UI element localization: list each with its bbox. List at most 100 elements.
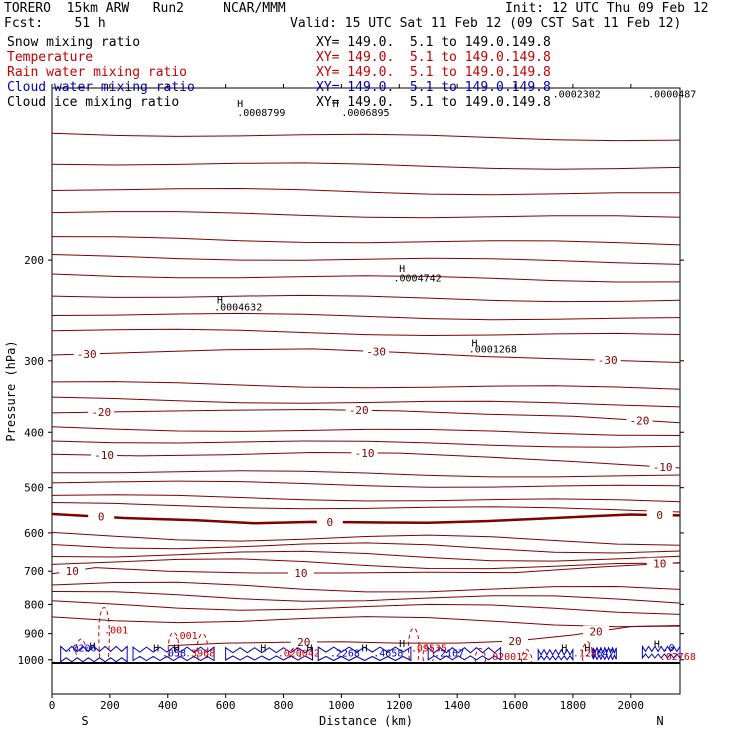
- contour-label-bg: [646, 508, 673, 521]
- isotherm-line: [51, 236, 681, 246]
- rain-contour: [167, 631, 180, 658]
- contour-label: -30: [77, 348, 97, 361]
- isotherm-line: [51, 312, 681, 321]
- rain-label: .124: [573, 648, 597, 659]
- maximum-label: .0004632: [214, 303, 262, 314]
- contour-label: -20: [349, 404, 369, 417]
- contour-label-bg: [351, 446, 378, 459]
- cloud-label: .0206: [66, 644, 96, 655]
- legend-range-temperature: XY= 149.0. 5.1 to 149.0.149.8: [316, 50, 551, 65]
- rain-label: .001: [104, 626, 128, 637]
- rain-contour: [474, 647, 487, 663]
- high-marker: H: [307, 643, 313, 654]
- x-tick-label: 200: [100, 699, 120, 712]
- contour-label: -20: [91, 406, 111, 419]
- model-title: TORERO 15km ARW Run2 NCAR/MMM: [4, 1, 286, 16]
- rain-label: .09535: [411, 644, 447, 655]
- contour-label: -20: [630, 414, 650, 427]
- y-tick-label: 400: [24, 426, 44, 439]
- contour-label: -30: [366, 345, 386, 358]
- contour-label: 0: [656, 509, 663, 522]
- rain-label: .02768: [660, 652, 696, 663]
- high-marker: H: [584, 643, 590, 654]
- rain-contour: [581, 641, 594, 662]
- isotherm-line: [51, 132, 681, 142]
- contour-label: 0: [98, 511, 105, 524]
- y-axis-title: Pressure (hPa): [4, 340, 18, 441]
- contour-label-bg: [290, 636, 317, 649]
- y-tick-label: 200: [24, 254, 44, 267]
- contour-label: -10: [355, 447, 375, 460]
- maximum-label: .0001268: [469, 344, 517, 355]
- isotherm-line: [51, 381, 681, 390]
- contour-label-bg: [502, 634, 529, 647]
- high-marker: H: [561, 643, 567, 654]
- isotherm-line: [51, 581, 681, 593]
- y-tick-label: 700: [24, 565, 44, 578]
- legend-range-cloud-ice: XY= 149.0. 5.1 to 149.0.149.8: [316, 95, 551, 110]
- cloud-label: .2268: [330, 648, 360, 659]
- maximum-label: .0002302: [553, 90, 601, 101]
- cloud-contour: [641, 644, 681, 660]
- rain-contour: [289, 646, 301, 658]
- high-marker: H: [260, 643, 266, 654]
- isotherm-0: [51, 512, 681, 525]
- contour-label-bg: [649, 460, 676, 473]
- x-tick-label: 1400: [444, 699, 471, 712]
- cloud-label: .5647: [584, 648, 614, 659]
- contour-label-bg: [88, 510, 115, 523]
- legend-name-rain: Rain water mixing ratio: [7, 65, 188, 80]
- x-tick-label: 600: [216, 699, 236, 712]
- y-tick-label: 600: [24, 527, 44, 540]
- contour-label-bg: [88, 406, 115, 419]
- contour-label-bg: [646, 557, 673, 570]
- rain-label: .3968: [185, 648, 215, 659]
- contour-label: 20: [508, 635, 521, 648]
- x-tick-label: 800: [274, 699, 294, 712]
- maximum-label: .0000487: [648, 90, 696, 101]
- isotherm-line: [51, 187, 681, 196]
- isotherm-line: [51, 480, 681, 488]
- high-marker: H: [654, 640, 660, 651]
- contour-label: -30: [598, 354, 618, 367]
- maximum-label: .0008799: [237, 108, 285, 119]
- x-tick-label: 1600: [502, 699, 529, 712]
- contour-label: 20: [297, 636, 310, 649]
- high-marker: H: [173, 643, 179, 654]
- endpoint-right: N: [656, 714, 663, 728]
- isotherm-line: [51, 470, 681, 478]
- high-marker: H: [399, 264, 405, 275]
- isotherm-line: [51, 600, 681, 615]
- high-marker: H: [237, 99, 243, 110]
- contour-label-bg: [583, 625, 610, 638]
- x-tick-label: 2000: [618, 699, 645, 712]
- y-tick-label: 1000: [18, 654, 45, 667]
- isotherm--30: [51, 348, 681, 363]
- isotherm-line: [51, 440, 681, 448]
- plot-frame: [51, 87, 681, 695]
- contour-label-bg: [287, 566, 314, 579]
- contour-label: 10: [66, 565, 79, 578]
- isotherm-line: [51, 591, 681, 604]
- legend-name-snow: Snow mixing ratio: [7, 35, 141, 50]
- isotherm-line: [51, 426, 681, 436]
- isotherm-line: [51, 531, 681, 546]
- legend-range-snow: XY= 149.0. 5.1 to 149.0.149.8: [316, 35, 551, 50]
- x-tick-label: 400: [158, 699, 178, 712]
- contour-label-bg: [626, 414, 653, 427]
- rain-contour: [422, 643, 435, 662]
- y-tick-label: 500: [24, 482, 44, 495]
- isotherm-line: [51, 162, 681, 170]
- rain-label: .020042: [278, 648, 320, 659]
- isotherm-line: [51, 550, 681, 562]
- init-time: Init: 12 UTC Thu 09 Feb 12: [505, 1, 709, 16]
- isotherm-line: [51, 542, 681, 554]
- isotherm-line: [51, 328, 681, 337]
- cloud-label: .2167: [434, 648, 464, 659]
- y-tick-label: 300: [24, 355, 44, 368]
- y-tick-label: 800: [24, 598, 44, 611]
- cloud-label: .058: [162, 648, 186, 659]
- valid-time: Valid: 15 UTC Sat 11 Feb 12 (09 CST Sat …: [290, 16, 682, 31]
- cloud-label: .0: [663, 643, 675, 654]
- cloud-contour: [592, 646, 617, 661]
